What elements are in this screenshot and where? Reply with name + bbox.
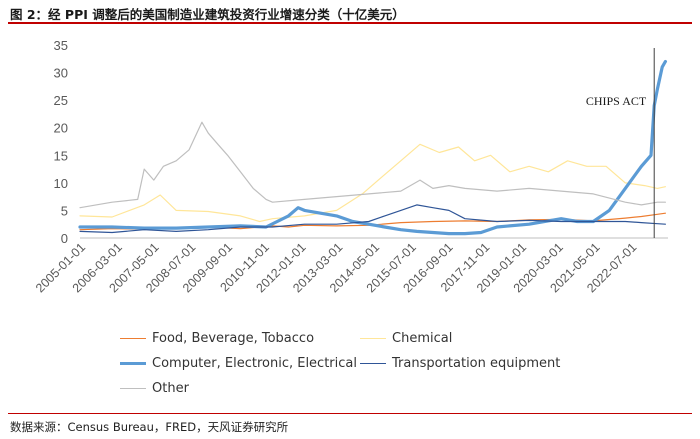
y-tick-label: 0 — [61, 231, 68, 246]
series-line-computer — [78, 59, 668, 236]
legend-label-chemical: Chemical — [392, 330, 453, 346]
legend-swatch-chemical — [360, 337, 386, 339]
legend-item-food: Food, Beverage, Tobacco — [120, 328, 314, 348]
series-line-other — [79, 121, 667, 209]
series-line-transportation — [79, 204, 667, 234]
legend-label-computer: Computer, Electronic, Electrical — [152, 355, 357, 371]
legend-swatch-transportation — [360, 362, 386, 364]
series-lines — [78, 59, 668, 236]
chart-title: 图 2：经 PPI 调整后的美国制造业建筑投资行业增速分类（十亿美元） — [10, 7, 405, 22]
legend-item-chemical: Chemical — [360, 328, 452, 348]
y-tick-label: 5 — [61, 203, 68, 218]
source-note: 数据来源：Census Bureau，FRED，天风证券研究所 — [10, 420, 289, 434]
y-tick-label: 30 — [54, 66, 68, 81]
title-rule — [8, 22, 692, 24]
source-rule — [8, 413, 692, 414]
legend-item-computer: Computer, Electronic, Electrical — [120, 353, 357, 373]
annotation-layer: CHIPS ACT — [586, 48, 655, 238]
y-tick-label: 25 — [54, 93, 68, 108]
y-tick-label: 35 — [54, 38, 68, 53]
y-tick-label: 20 — [54, 121, 68, 136]
y-tick-label: 10 — [54, 176, 68, 191]
legend-swatch-computer — [120, 361, 146, 365]
legend-item-other: Other — [120, 378, 189, 398]
x-axis: 2005-01-012006-03-012007-05-012008-07-01… — [33, 237, 668, 295]
legend-swatch-other — [120, 387, 146, 389]
legend-swatch-food — [120, 337, 146, 339]
chips-act-label: CHIPS ACT — [586, 94, 647, 108]
legend-label-transportation: Transportation equipment — [392, 355, 561, 371]
legend-label-food: Food, Beverage, Tobacco — [152, 330, 315, 346]
y-tick-label: 15 — [54, 148, 68, 163]
legend-label-other: Other — [152, 380, 189, 396]
series-line-chemical — [79, 143, 667, 223]
legend-item-transportation: Transportation equipment — [360, 353, 560, 373]
y-axis: 0 5 10 15 20 25 30 35 — [54, 38, 68, 246]
legend: Food, Beverage, Tobacco Chemical Compute… — [120, 326, 640, 406]
